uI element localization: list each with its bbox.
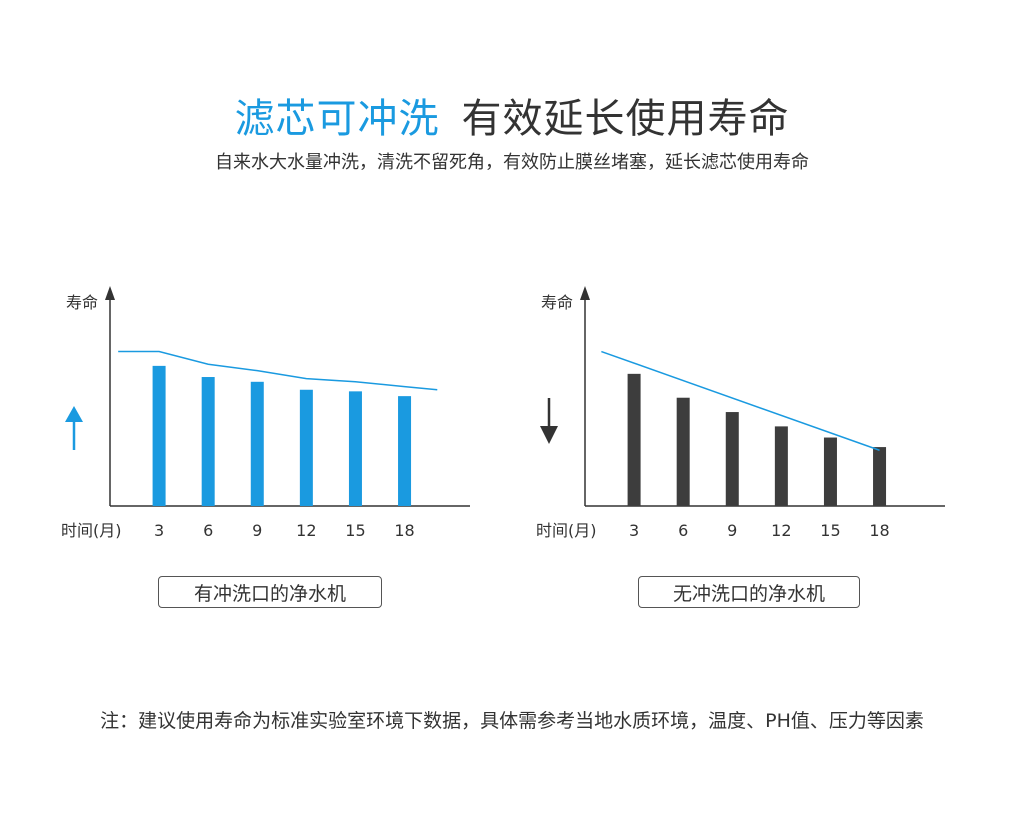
chart-1-bar-9 [725,412,739,506]
chart-1-tick-label-6: 6 [678,521,688,540]
chart-caption-without-flush: 无冲洗口的净水机 [638,576,860,608]
chart-0-tick-label-12: 12 [296,521,316,540]
chart-0-tick-label-15: 15 [345,521,365,540]
chart-1-y-axis-arrowhead-icon [580,286,590,300]
chart-0-tick-label-9: 9 [252,521,262,540]
chart-1-bar-15 [823,437,837,506]
chart-0-bar-6 [201,377,215,506]
chart-0-bar-9 [250,381,264,506]
chart-0-tick-label-3: 3 [154,521,164,540]
chart-1-y-axis-label: 寿命 [541,293,573,312]
chart-0-bar-12 [299,389,313,506]
chart-0-bar-3 [152,365,166,506]
footnote: 注：建议使用寿命为标准实验室环境下数据，具体需参考当地水质环境，温度、PH值、压… [100,710,924,732]
chart-1-bar-6 [676,397,690,506]
chart-0-tick-label-18: 18 [394,521,414,540]
chart-1-tick-label-15: 15 [820,521,840,540]
chart-0-trend-line [118,350,438,391]
chart-0-y-axis-arrowhead-icon [105,286,115,300]
arrow-up-icon [65,406,83,450]
chart-1-tick-label-12: 12 [771,521,791,540]
title-rest: 有效延长使用寿命 [461,96,790,142]
chart-0-y-axis-label: 寿命 [66,293,98,312]
chart-0-bar-18 [398,396,412,506]
page-subtitle: 自来水大水量冲洗，清洗不留死角，有效防止膜丝堵塞，延长滤芯使用寿命 [215,152,809,173]
chart-1-bar-18 [873,447,887,506]
chart-1-bar-12 [774,426,788,506]
chart-1-bar-3 [627,373,641,506]
title-accent: 滤芯可冲洗 [234,96,440,142]
chart-1-x-axis-label: 时间(月) [536,521,597,540]
chart-caption-with-flush: 有冲洗口的净水机 [158,576,382,608]
chart-0-bar-15 [348,391,362,506]
arrow-down-icon [540,398,558,444]
chart-0-tick-label-6: 6 [203,521,213,540]
chart-1-tick-label-18: 18 [869,521,889,540]
chart-1-tick-label-3: 3 [629,521,639,540]
chart-1-trend-line [601,350,880,451]
page-title: 滤芯可冲洗 有效延长使用寿命 [0,86,1024,144]
chart-1-tick-label-9: 9 [727,521,737,540]
chart-0-x-axis-label: 时间(月) [61,521,122,540]
